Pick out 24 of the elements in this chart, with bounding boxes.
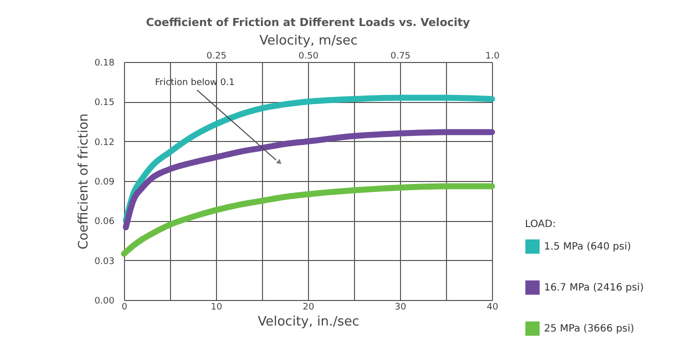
- chart-title: Coefficient of Friction at Different Loads vs. Velocity: [146, 16, 470, 29]
- y-tick-label: 0.09: [94, 178, 115, 188]
- legend-label: 1.5 MPa (640 psi): [544, 242, 632, 253]
- x2-tick-label: 0.25: [206, 52, 227, 62]
- x2-tick-label: 1.0: [485, 52, 500, 62]
- x-tick-label: 0: [122, 302, 128, 312]
- y-tick-label: 0.18: [94, 58, 115, 68]
- x-tick-label: 40: [486, 302, 498, 312]
- x-tick-label: 30: [394, 302, 406, 312]
- x-tick-label: 20: [302, 302, 314, 312]
- legend-label: 25 MPa (3666 psi): [544, 324, 634, 335]
- x2-tick-label: 0.50: [298, 52, 319, 62]
- x-tick-label: 10: [210, 302, 222, 312]
- y-tick-label: 0.00: [94, 296, 115, 306]
- x2-tick-label: 0.75: [390, 52, 411, 62]
- legend-title: LOAD:: [525, 219, 556, 230]
- y-tick-label: 0.12: [94, 138, 114, 148]
- y-tick-label: 0.15: [94, 98, 114, 108]
- legend-label: 16.7 MPa (2416 psi): [544, 282, 644, 294]
- y-axis-title: Coefficient of friction: [76, 113, 92, 250]
- x-axis-title: Velocity, in./sec: [258, 314, 360, 330]
- x2-axis-title: Velocity, m/sec: [259, 34, 358, 48]
- y-tick-label: 0.06: [94, 217, 115, 228]
- y-tick-label: 0.03: [94, 256, 114, 267]
